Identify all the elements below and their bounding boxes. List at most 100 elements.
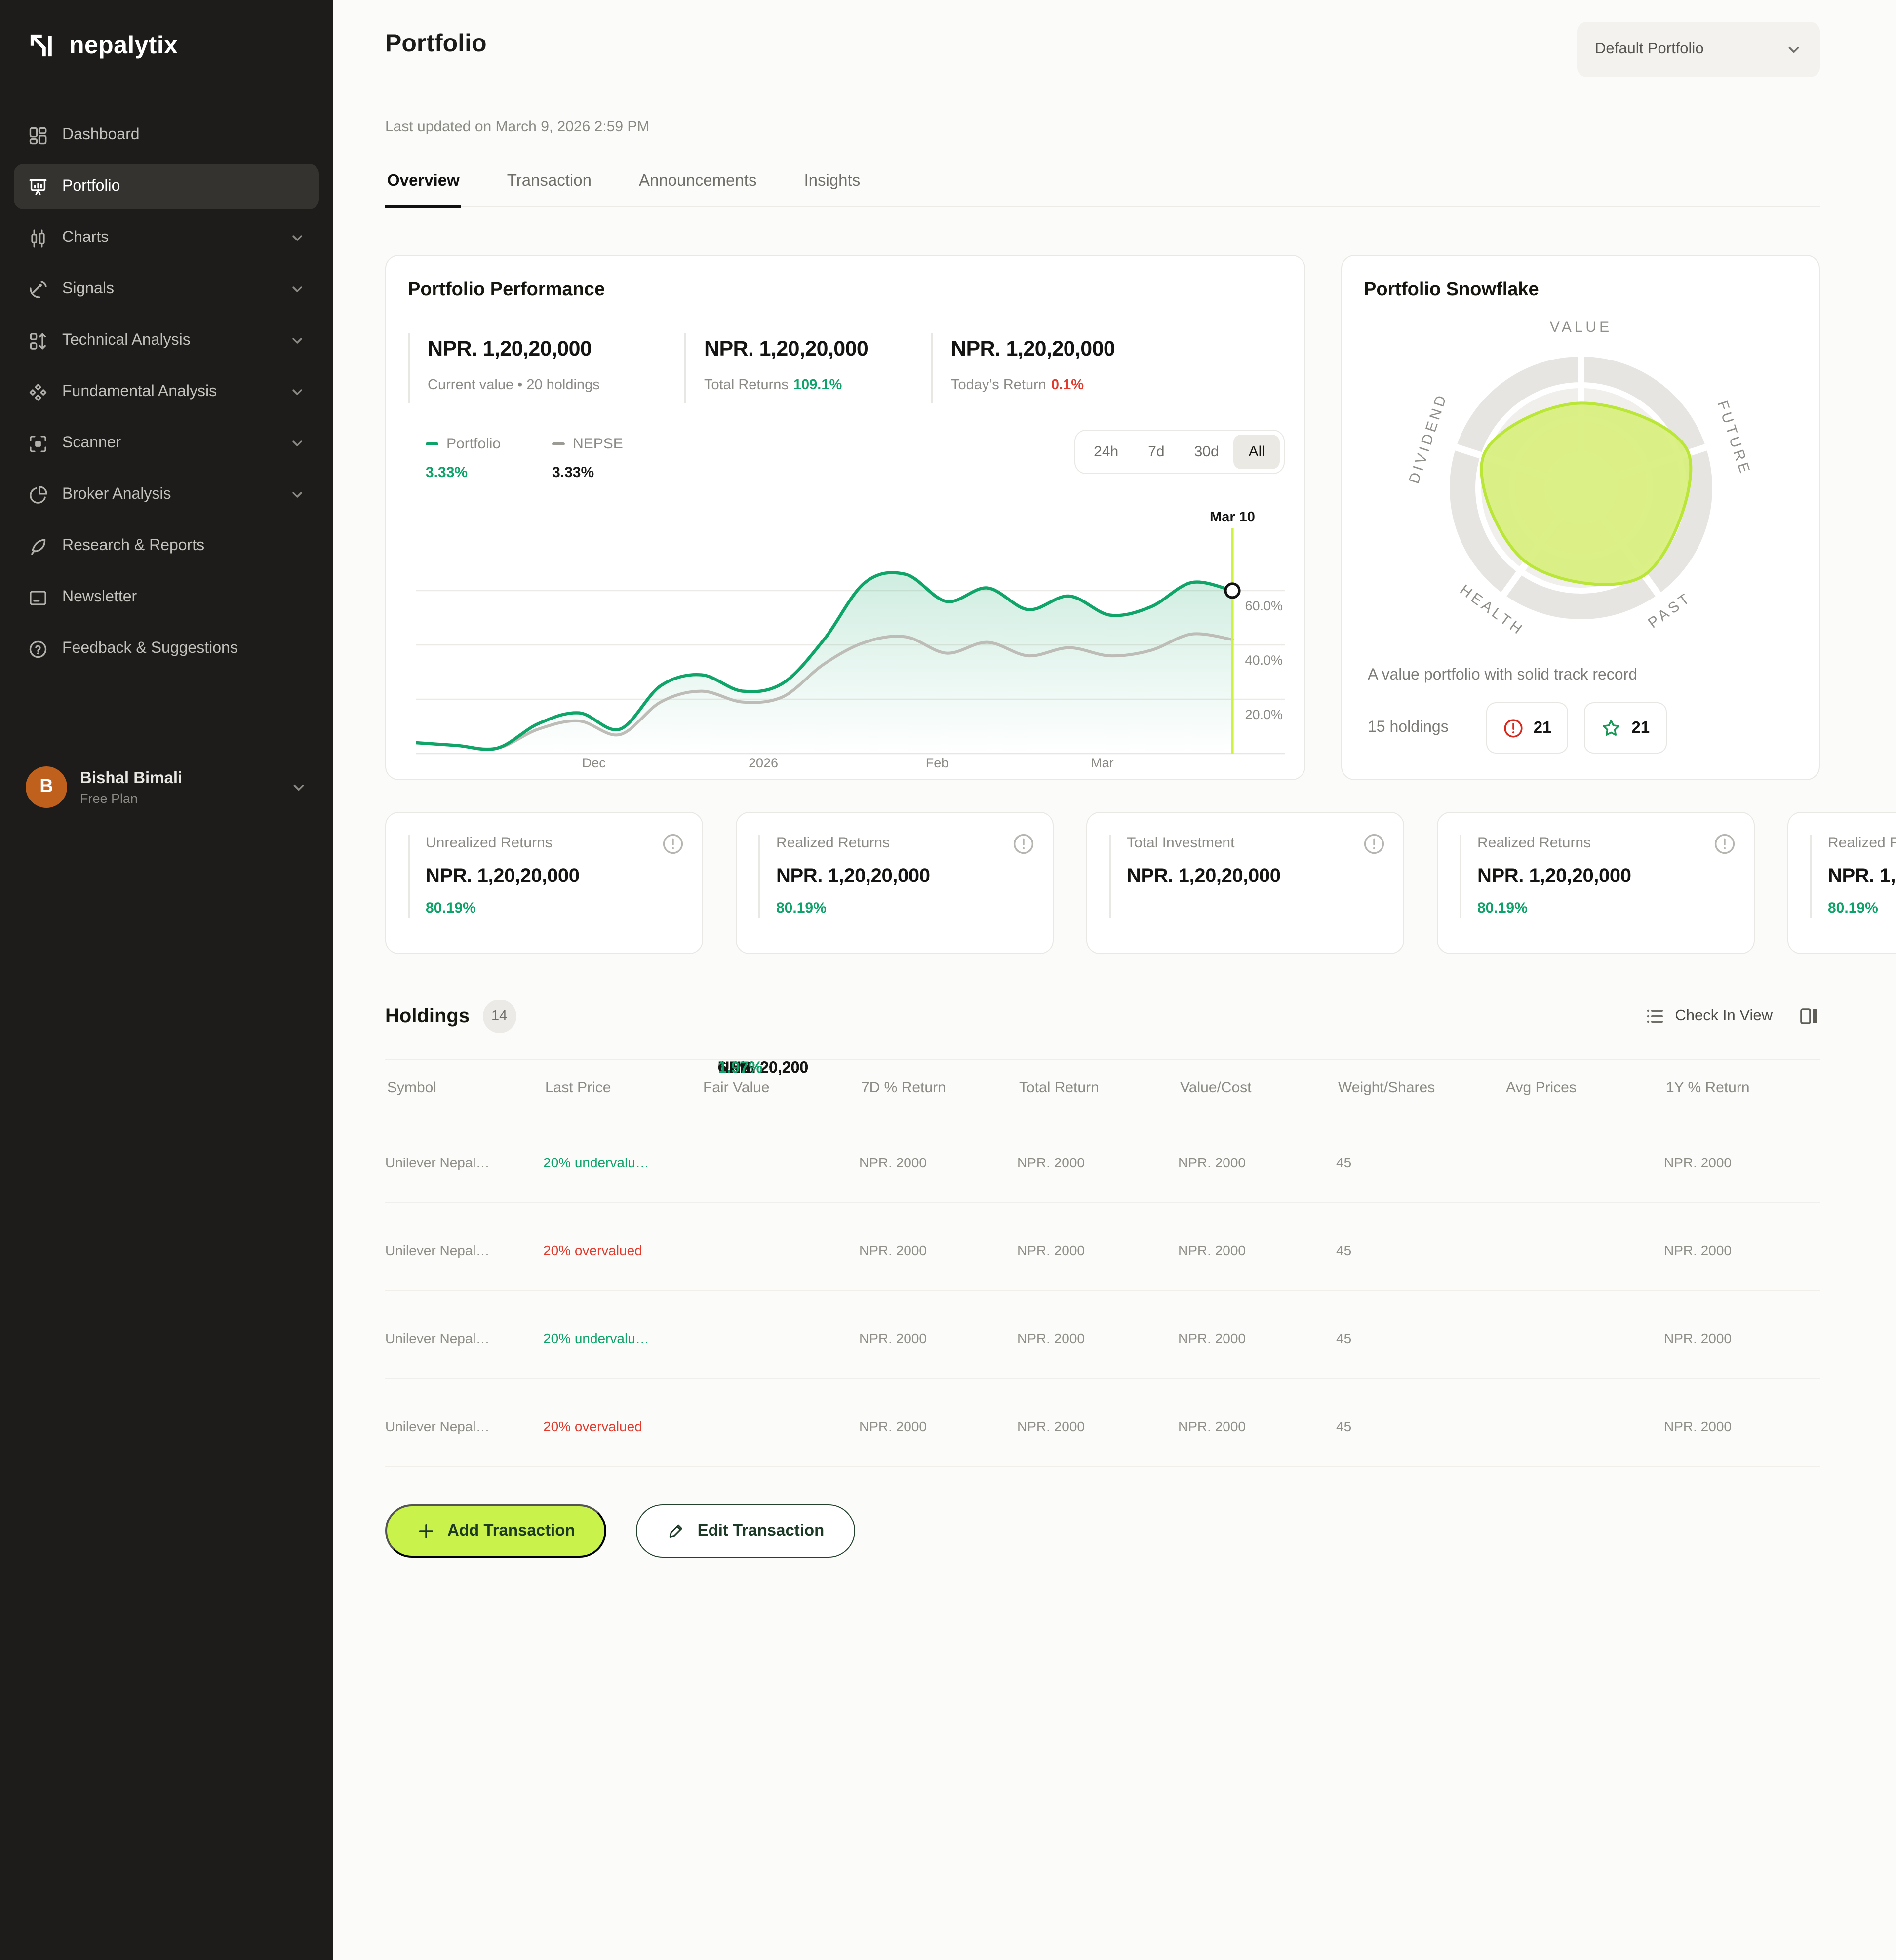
tab-overview[interactable]: Overview — [385, 162, 462, 208]
user-name: Bishal Bimali — [80, 769, 183, 787]
plus-icon — [417, 1521, 435, 1540]
cell-sub: NPR. 2000 — [859, 1330, 927, 1346]
legend-item-portfolio: Portfolio 3.33% — [426, 436, 501, 481]
y-tick-label: 60.0% — [1245, 599, 1283, 613]
sidebar-item-research-reports[interactable]: Research & Reports — [14, 523, 319, 569]
stat-label: Total Returns 109.1% — [704, 377, 842, 393]
column-header-7d-return: 7D % Return — [861, 1079, 946, 1096]
edit-transaction-button[interactable]: Edit Transaction — [636, 1504, 855, 1558]
star-badge[interactable]: 21 — [1584, 702, 1667, 754]
x-tick-label: 2026 — [749, 756, 778, 769]
range-button-7d[interactable]: 7d — [1148, 443, 1165, 460]
cell-main: NPR. 20,200 — [718, 1060, 809, 1077]
holdings-table-header: Symbol Last Price Fair Value 7D % Return Tot… — [385, 1060, 1820, 1115]
warning-badge[interactable]: 21 — [1486, 702, 1569, 754]
range-button-all[interactable]: All — [1233, 435, 1280, 469]
holdings-table: Symbol Last Price Fair Value 7D % Return Tot… — [385, 1059, 1820, 1467]
legend-value: 3.33% — [552, 464, 594, 481]
info-icon[interactable] — [1012, 833, 1035, 855]
sidebar-item-newsletter[interactable]: Newsletter — [14, 575, 319, 620]
table-cell: 1.97% NPR. 2000 — [718, 1060, 1820, 1346]
user-menu[interactable]: B Bishal Bimali Free Plan — [14, 766, 319, 808]
sidebar-item-scanner[interactable]: Scanner — [14, 421, 319, 466]
info-icon[interactable] — [1363, 833, 1385, 855]
cell-main: 1.97% — [718, 1060, 763, 1077]
range-button-30d[interactable]: 30d — [1194, 443, 1219, 460]
tab-announcements[interactable]: Announcements — [638, 172, 757, 190]
info-icon[interactable] — [1713, 833, 1736, 855]
cell-sub: NPR. 2000 — [1017, 1418, 1085, 1434]
panel-toggle-icon[interactable] — [1798, 1005, 1820, 1027]
cell-main: NPR. 20,200 — [718, 1060, 809, 1077]
sidebar: nepalytix Dashboard Portfolio Charts Signal… — [0, 0, 333, 1960]
sidebar-item-label: Fundamental Analysis — [62, 383, 217, 400]
performance-chart[interactable]: Mar 10 20.0% 40.0% 60.0% Dec 2026 Feb Mar — [416, 511, 1285, 769]
cell-sub: NPR. 2000 — [1017, 1155, 1085, 1170]
table-cell: 1.97% NPR. 2000 — [718, 1060, 1017, 1258]
stat-highlight: 109.1% — [793, 377, 842, 393]
sidebar-item-fundamental-analysis[interactable]: Fundamental Analysis — [14, 369, 319, 415]
sidebar-item-signals[interactable]: Signals — [14, 267, 319, 312]
cell-main: 6.6% — [718, 1060, 754, 1077]
tab-transaction[interactable]: Transaction — [507, 172, 592, 190]
cell-sub: 20% overvalued — [543, 1242, 642, 1258]
table-row[interactable]: UNL Unilever Nepal… NPR. 20,200 20% underva… — [385, 1060, 1820, 1379]
list-icon — [1645, 1006, 1665, 1026]
summary-card-value: NPR. 1,20,20,000 — [1828, 865, 1896, 887]
table-cell: NPR. 20,200 NPR. 2000 — [718, 1060, 1336, 1346]
info-icon[interactable] — [662, 833, 684, 855]
sidebar-item-label: Newsletter — [62, 589, 137, 605]
y-tick-label: 40.0% — [1245, 653, 1283, 668]
dashboard-icon — [28, 125, 48, 146]
table-row[interactable]: UNL Unilever Nepal… NPR. 20,200 20% overval… — [385, 1060, 1820, 1291]
sidebar-item-dashboard[interactable]: Dashboard — [14, 113, 319, 158]
performance-title: Portfolio Performance — [408, 280, 605, 300]
cell-main: NPR. 20,200 — [718, 1060, 809, 1077]
table-cell: NPR. 20,200 NPR. 2000 — [718, 1060, 1336, 1434]
sidebar-item-label: Dashboard — [62, 126, 140, 143]
portfolio-select[interactable]: Default Portfolio — [1577, 22, 1820, 77]
cell-main: 6.6% — [718, 1060, 754, 1077]
summary-card-value: NPR. 1,20,20,000 — [1477, 865, 1631, 887]
table-row[interactable]: UNL Unilever Nepal… NPR. 20,200 20% overval… — [385, 1060, 1820, 1467]
snowflake-title: Portfolio Snowflake — [1364, 280, 1539, 300]
table-row[interactable]: UNL Unilever Nepal… NPR. 20,200 20% underva… — [385, 1060, 1820, 1203]
table-cell: UNL Unilever Nepal… — [385, 1060, 750, 1434]
cell-sub: 45 — [1336, 1155, 1352, 1170]
cell-main: 1.97% — [718, 1060, 763, 1077]
sidebar-item-feedback-suggestions[interactable]: Feedback & Suggestions — [14, 626, 319, 672]
summary-card-total-investment: Total Investment NPR. 1,20,20,000 — [1086, 812, 1404, 954]
cell-main: NPR. 20,200 — [718, 1060, 809, 1077]
cell-sub: Unilever Nepal… — [385, 1418, 490, 1434]
sidebar-item-technical-analysis[interactable]: Technical Analysis — [14, 318, 319, 363]
sidebar-item-broker-analysis[interactable]: Broker Analysis — [14, 472, 319, 518]
cell-main: UNL — [718, 1060, 750, 1077]
stat-value: NPR. 1,20,20,000 — [428, 337, 592, 360]
check-in-view-button[interactable]: Check In View — [1645, 1006, 1773, 1026]
cell-sub: 45 — [1336, 1330, 1352, 1346]
research-reports-icon — [28, 536, 48, 557]
cell-main: 1.97% — [718, 1060, 763, 1077]
cell-main: NPR. 20,200 — [718, 1060, 809, 1077]
chart-legend: Portfolio 3.33% NEPSE 3.33% — [426, 436, 623, 481]
cell-sub: NPR. 2000 — [859, 1418, 927, 1434]
sidebar-item-charts[interactable]: Charts — [14, 215, 319, 261]
cell-main: NPR. 20,200 — [718, 1060, 809, 1077]
chevron-down-icon — [289, 281, 305, 297]
legend-dash — [426, 442, 438, 445]
cell-sub: 20% undervalu… — [543, 1155, 649, 1170]
sidebar-item-portfolio[interactable]: Portfolio — [14, 164, 319, 209]
cell-sub: 20% overvalued — [543, 1418, 642, 1434]
summary-card-label: Realized Returns — [1477, 835, 1591, 851]
brand-logo[interactable]: nepalytix — [0, 0, 333, 61]
legend-name: Portfolio — [446, 436, 501, 452]
summary-card-content: Unrealized Returns NPR. 1,20,20,000 80.19% — [408, 835, 682, 918]
add-transaction-button[interactable]: Add Transaction — [385, 1504, 607, 1558]
tab-insights[interactable]: Insights — [804, 172, 861, 190]
chart-tooltip-date: Mar 10 — [1210, 511, 1255, 525]
range-button-24h[interactable]: 24h — [1094, 443, 1119, 460]
avatar: B — [26, 766, 67, 808]
summary-card-realized-returns: Realized Returns NPR. 1,20,20,000 80.19% — [736, 812, 1054, 954]
summary-card-content: Total Investment NPR. 1,20,20,000 — [1109, 835, 1383, 918]
